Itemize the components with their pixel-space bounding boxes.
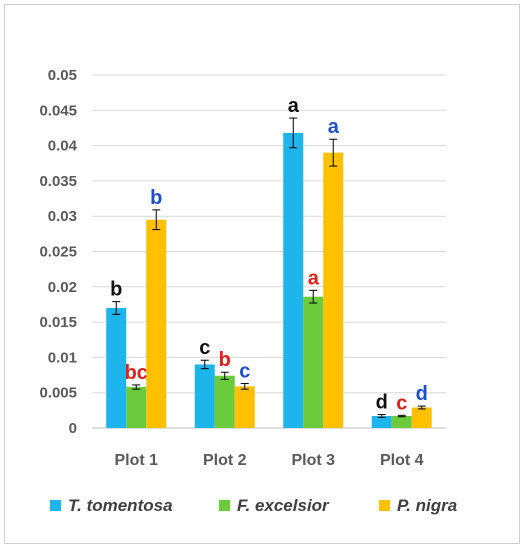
x-category-label: Plot 1 (114, 452, 158, 469)
y-tick-label: 0.035 (39, 173, 77, 190)
y-tick-label: 0.045 (39, 102, 77, 119)
significance-letter: a (308, 267, 320, 289)
x-category-label: Plot 2 (203, 452, 247, 469)
y-tick-label: 0.04 (48, 138, 78, 155)
y-tick-label: 0.05 (48, 67, 77, 84)
y-tick-label: 0.02 (48, 279, 77, 296)
y-tick-label: 0.01 (48, 349, 77, 366)
legend-swatch (50, 500, 61, 511)
x-category-label: Plot 3 (291, 452, 335, 469)
y-tick-label: 0 (69, 420, 77, 437)
x-category-label: Plot 4 (380, 452, 424, 469)
significance-letter: a (288, 95, 300, 117)
legend-label: P. nigra (397, 496, 457, 515)
bar (194, 364, 215, 428)
significance-letter: b (219, 349, 231, 371)
y-tick-label: 0.005 (39, 385, 77, 402)
significance-letter: d (376, 392, 388, 414)
bar (126, 387, 147, 428)
bar (106, 307, 127, 428)
significance-letter: c (396, 392, 407, 414)
bar (371, 415, 392, 428)
bar (146, 219, 167, 428)
legend-label: T. tomentosa (68, 496, 173, 515)
bar (214, 375, 235, 428)
bar (323, 152, 344, 428)
bar (411, 407, 432, 428)
legend-swatch (219, 500, 230, 511)
significance-letter: c (199, 337, 210, 359)
legend-label: F. excelsior (237, 496, 330, 515)
significance-letter: b (150, 187, 162, 209)
y-tick-label: 0.015 (39, 314, 77, 331)
significance-letter: b (110, 279, 122, 301)
y-tick-label: 0.03 (48, 208, 77, 225)
chart-frame (4, 4, 520, 544)
bar (391, 415, 412, 428)
bar (283, 132, 304, 428)
bar (234, 386, 255, 428)
significance-letter: bc (125, 362, 148, 384)
y-tick-label: 0.025 (39, 244, 77, 261)
significance-letter: a (328, 116, 340, 138)
significance-letter: c (239, 361, 250, 383)
significance-letter: d (416, 383, 428, 405)
bar (303, 296, 324, 428)
legend-swatch (379, 500, 390, 511)
